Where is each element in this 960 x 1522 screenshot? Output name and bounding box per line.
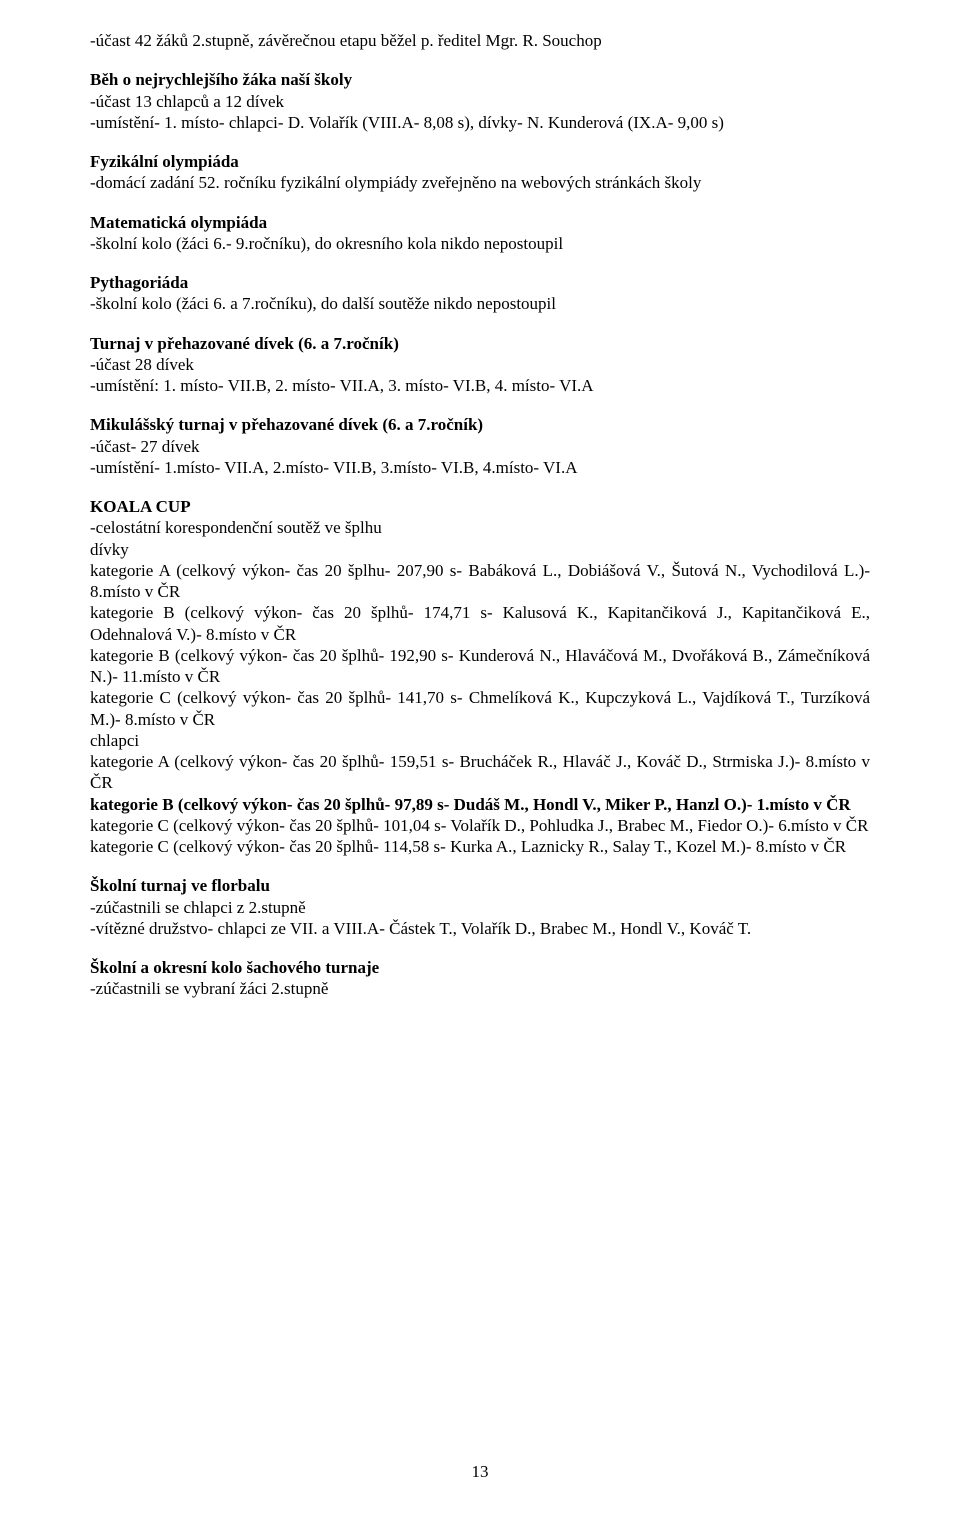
- line-kat-b-divky-2: kategorie B (celkový výkon- čas 20 šplhů…: [90, 645, 870, 688]
- line-umisteni-mikulassky: -umístění- 1.místo- VII.A, 2.místo- VII.…: [90, 457, 870, 478]
- line-ucast-27: -účast- 27 dívek: [90, 436, 870, 457]
- line-kat-a-divky: kategorie A (celkový výkon- čas 20 šplhu…: [90, 560, 870, 603]
- heading-beh: Běh o nejrychlejšího žáka naší školy: [90, 69, 870, 90]
- line-kat-c-chlapci-2: kategorie C (celkový výkon- čas 20 šplhů…: [90, 836, 870, 857]
- line-umisteni-prehazovana: -umístění: 1. místo- VII.B, 2. místo- VI…: [90, 375, 870, 396]
- line-divky: dívky: [90, 539, 870, 560]
- line-kat-c-chlapci-1: kategorie C (celkový výkon- čas 20 šplhů…: [90, 815, 870, 836]
- line-ucast-28: -účast 28 dívek: [90, 354, 870, 375]
- line-ucast-13: -účast 13 chlapců a 12 dívek: [90, 91, 870, 112]
- page-number: 13: [0, 1461, 960, 1482]
- line-kat-a-chlapci: kategorie A (celkový výkon- čas 20 šplhů…: [90, 751, 870, 794]
- line-zucastnili-sachy: -zúčastnili se vybraní žáci 2.stupně: [90, 978, 870, 999]
- heading-turnaj-prehazovana: Turnaj v přehazované dívek (6. a 7.roční…: [90, 333, 870, 354]
- heading-fyzikalni: Fyzikální olympiáda: [90, 151, 870, 172]
- heading-florbal: Školní turnaj ve florbalu: [90, 875, 870, 896]
- line-domaci-zadani: -domácí zadání 52. ročníku fyzikální oly…: [90, 172, 870, 193]
- heading-matematicka: Matematická olympiáda: [90, 212, 870, 233]
- page: -účast 42 žáků 2.stupně, závěrečnou etap…: [0, 0, 960, 1522]
- line-zucastnili-florbal: -zúčastnili se chlapci z 2.stupně: [90, 897, 870, 918]
- heading-mikulassky: Mikulášský turnaj v přehazované dívek (6…: [90, 414, 870, 435]
- line-chlapci: chlapci: [90, 730, 870, 751]
- heading-pythagoriada: Pythagoriáda: [90, 272, 870, 293]
- line-skolni-kolo-6-9: -školní kolo (žáci 6.- 9.ročníku), do ok…: [90, 233, 870, 254]
- line-vitezne-druzstvo: -vítězné družstvo- chlapci ze VII. a VII…: [90, 918, 870, 939]
- line-celostatni: -celostátní korespondenční soutěž ve špl…: [90, 517, 870, 538]
- heading-koala-cup: KOALA CUP: [90, 496, 870, 517]
- line-kat-b-chlapci: kategorie B (celkový výkon- čas 20 šplhů…: [90, 794, 870, 815]
- line-kat-c-divky: kategorie C (celkový výkon- čas 20 šplhů…: [90, 687, 870, 730]
- line-ucast-42: -účast 42 žáků 2.stupně, závěrečnou etap…: [90, 30, 870, 51]
- heading-sachy: Školní a okresní kolo šachového turnaje: [90, 957, 870, 978]
- line-kat-b-divky-1: kategorie B (celkový výkon- čas 20 šplhů…: [90, 602, 870, 645]
- line-umisteni-1: -umístění- 1. místo- chlapci- D. Volařík…: [90, 112, 870, 133]
- line-skolni-kolo-6-7: -školní kolo (žáci 6. a 7.ročníku), do d…: [90, 293, 870, 314]
